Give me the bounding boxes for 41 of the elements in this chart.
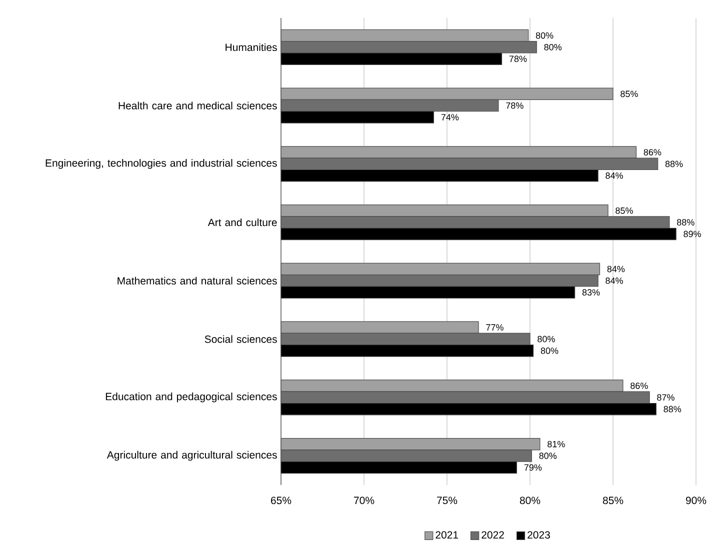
data-label: 80%: [536, 32, 554, 39]
data-label: 81%: [548, 440, 565, 448]
legend-label: 2023: [528, 531, 550, 539]
data-label: 74%: [441, 114, 459, 120]
data-label: 86%: [630, 382, 648, 389]
data-label: 77%: [486, 324, 504, 331]
x-tick-label: 75%: [437, 496, 458, 504]
data-label: 84%: [606, 277, 623, 284]
data-label: 88%: [665, 160, 683, 168]
data-label: 84%: [607, 266, 625, 272]
y-tick-label: Agriculture and agricultural sciences: [106, 450, 277, 461]
legend-label: 2022: [482, 531, 504, 539]
data-label: 88%: [677, 219, 694, 226]
y-tick-label: Mathematics and natural sciences: [118, 276, 277, 285]
y-tick-label: Art and culture: [208, 218, 277, 226]
y-tick-label: Engineering, technologies and industrial sciences: [46, 159, 277, 169]
data-label: 88%: [664, 406, 682, 412]
y-tick-label: Health care and medical sciences: [118, 102, 277, 110]
y-tick-label: Social sciences: [204, 335, 277, 343]
y-tick-label: Humanities: [226, 43, 277, 52]
data-label: 83%: [582, 289, 600, 296]
data-label: 79%: [524, 464, 542, 471]
data-label: 80%: [539, 452, 557, 459]
data-label: 78%: [506, 102, 524, 109]
data-label: 87%: [657, 394, 674, 401]
data-label: 80%: [544, 44, 562, 50]
data-label: 85%: [616, 207, 633, 214]
data-label: 80%: [538, 336, 555, 342]
data-label: 78%: [509, 56, 527, 62]
data-label: 89%: [684, 230, 701, 238]
legend-label: 2021: [436, 531, 458, 539]
x-tick-label: 85%: [602, 496, 624, 504]
x-tick-label: 80%: [520, 496, 540, 504]
x-tick-label: 70%: [354, 496, 374, 504]
data-label: 86%: [644, 149, 662, 156]
data-label: 85%: [620, 90, 638, 98]
x-tick-label: 90%: [686, 496, 706, 504]
data-label: 84%: [606, 172, 623, 179]
x-tick-label: 65%: [271, 496, 292, 504]
y-tick-label: Education and pedagogical sciences: [106, 392, 277, 402]
data-label: 80%: [540, 348, 558, 354]
